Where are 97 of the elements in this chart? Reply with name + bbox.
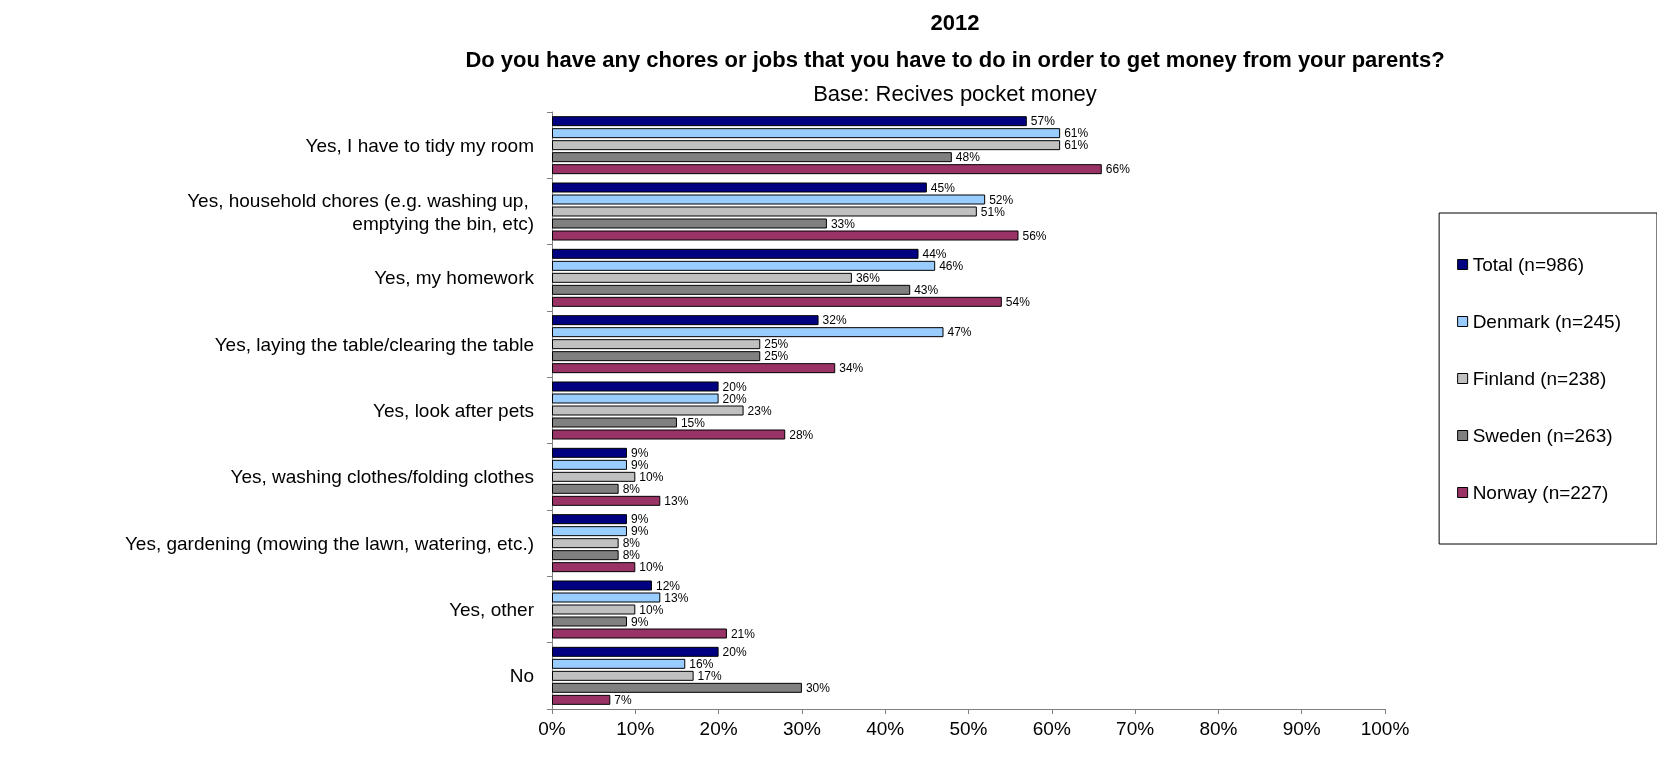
data-label: 57%: [1030, 114, 1056, 129]
bar: [552, 694, 611, 705]
data-label: 61%: [1064, 126, 1089, 141]
data-label: 28%: [789, 427, 814, 442]
data-label: 20%: [722, 391, 747, 406]
data-label: 20%: [722, 379, 747, 394]
y-tick-label: Yes, look after pets: [373, 400, 534, 421]
bar: [552, 538, 619, 549]
data-label: 12%: [655, 578, 681, 593]
y-tick-label: Yes, other: [449, 599, 535, 620]
data-label: 54%: [1005, 294, 1031, 309]
data-label: 34%: [839, 361, 864, 376]
data-label: 10%: [639, 469, 664, 484]
bar: [552, 562, 636, 573]
bar: [552, 272, 852, 283]
bar: [552, 363, 836, 374]
data-label: 36%: [855, 270, 881, 285]
bar: [552, 164, 1102, 175]
x-tick-label: 0%: [538, 718, 566, 739]
x-tick-label: 20%: [699, 718, 738, 739]
y-tick-label: Yes, washing clothes/folding clothes: [230, 466, 534, 488]
y-tick-label: Yes, gardening (mowing the lawn, watering, etc.): [124, 532, 534, 554]
data-label: 10%: [639, 602, 664, 617]
y-tick-label: Yes, laying the table/clearing the table: [214, 333, 534, 355]
data-label: 13%: [664, 590, 689, 605]
data-label: 17%: [697, 668, 722, 683]
bar: [552, 658, 686, 669]
data-label: 43%: [914, 282, 939, 297]
data-label: 7%: [614, 692, 632, 707]
text: Base: Recives pocket money: [813, 80, 1097, 106]
data-label: 61%: [1064, 138, 1089, 153]
legend-label: Denmark (n=245): [1472, 311, 1621, 332]
data-label: 66%: [1105, 162, 1131, 177]
data-label: 8%: [622, 481, 641, 496]
chart-subtitle: Do you have any chores or jobs that you have to do in order to get money from your parents?: [465, 46, 1445, 72]
legend-label: Sweden (n=263): [1472, 425, 1613, 446]
bar: [552, 495, 661, 506]
data-label: 23%: [747, 403, 772, 418]
bar: [552, 140, 1061, 151]
data-label: 9%: [630, 445, 649, 460]
chart-title: 2012: [930, 9, 980, 35]
x-tick-label: 100%: [1360, 718, 1410, 739]
data-label: 48%: [955, 150, 981, 165]
data-label: 47%: [947, 325, 972, 340]
bar: [552, 526, 627, 537]
bar: [552, 116, 1027, 127]
x-tick-label: 60%: [1032, 718, 1071, 739]
data-label: 52%: [989, 192, 1014, 207]
data-label: 21%: [730, 626, 756, 641]
data-label: 8%: [622, 536, 641, 551]
data-label: 44%: [922, 246, 947, 261]
data-label: 9%: [630, 512, 649, 527]
data-label: 25%: [764, 349, 789, 364]
data-label: 16%: [689, 656, 714, 671]
x-tick-label: 40%: [866, 718, 905, 739]
y-tick-label: No: [509, 665, 534, 687]
y-tick-label: Yes, my homework: [374, 267, 535, 289]
bar: [552, 327, 944, 338]
x-tick-label: 70%: [1116, 718, 1155, 739]
bar: [552, 128, 1061, 139]
data-label: 20%: [722, 644, 747, 659]
bar: [552, 339, 761, 350]
bar: [552, 260, 936, 271]
data-label: 32%: [822, 313, 847, 328]
data-label: 15%: [680, 415, 706, 430]
data-label: 25%: [764, 337, 789, 352]
legend-label: Finland (n=238): [1472, 368, 1607, 389]
data-label: 51%: [980, 204, 1006, 219]
bar: [552, 471, 636, 482]
data-label: 56%: [1022, 228, 1047, 243]
data-label: 8%: [622, 548, 641, 563]
data-label: 33%: [830, 216, 856, 231]
data-label: 9%: [630, 524, 649, 539]
legend-label: Total (n=986): [1472, 254, 1585, 275]
bar: [552, 296, 1002, 307]
bar: [552, 248, 919, 259]
bar: [552, 315, 819, 326]
y-tick-label: Yes, I have to tidy my room: [305, 134, 534, 156]
legend-label: Norway (n=227): [1472, 482, 1609, 503]
data-label: 46%: [939, 258, 964, 273]
data-label: 13%: [664, 493, 689, 508]
y-tick-label: Yes, household chores (e.g. washing up, emptying the bin, etc): [187, 189, 534, 234]
data-label: 45%: [930, 180, 956, 195]
bar: [552, 646, 719, 657]
x-tick-label: 90%: [1282, 718, 1321, 739]
x-tick-label: 30%: [782, 718, 822, 739]
data-label: 10%: [639, 560, 664, 575]
data-label: 9%: [630, 457, 649, 472]
bar: [552, 670, 694, 681]
x-tick-label: 10%: [616, 718, 655, 739]
data-label: 30%: [805, 680, 831, 695]
bar: [552, 459, 627, 470]
data-label: 9%: [630, 614, 649, 629]
x-tick-label: 80%: [1199, 718, 1238, 739]
bar: [552, 514, 627, 525]
bar: [552, 447, 627, 458]
x-tick-label: 50%: [949, 718, 988, 739]
